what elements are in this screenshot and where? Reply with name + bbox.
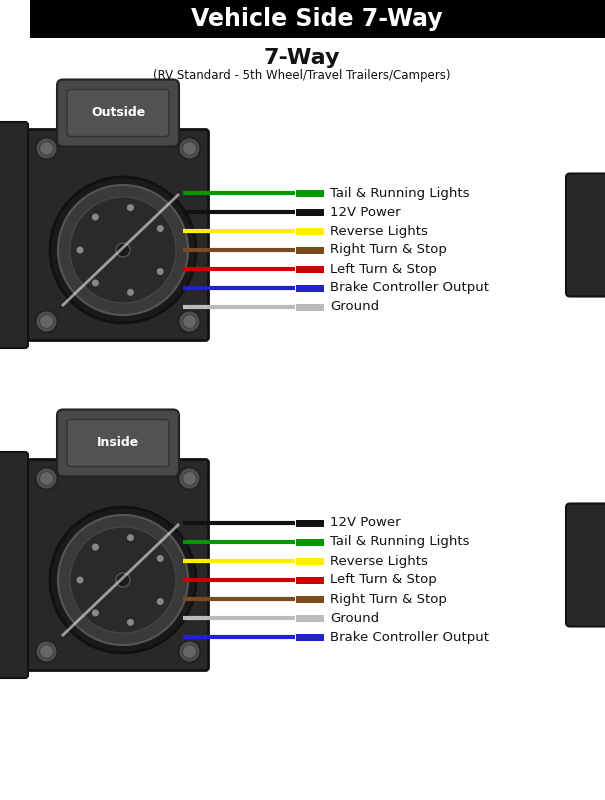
Circle shape — [183, 314, 197, 329]
Text: Right Turn & Stop: Right Turn & Stop — [330, 243, 447, 257]
Text: 12V Power: 12V Power — [330, 206, 401, 218]
FancyBboxPatch shape — [0, 452, 28, 678]
Circle shape — [76, 577, 83, 583]
Bar — [30, 0, 605, 38]
Circle shape — [92, 279, 99, 286]
Bar — [296, 558, 324, 565]
Text: Left Turn & Stop: Left Turn & Stop — [330, 262, 437, 275]
Bar — [296, 209, 324, 215]
Circle shape — [76, 246, 83, 254]
FancyBboxPatch shape — [67, 419, 169, 466]
Circle shape — [39, 142, 53, 155]
Bar — [296, 285, 324, 291]
Text: Vehicle Side 7-Way: Vehicle Side 7-Way — [191, 7, 443, 31]
Circle shape — [178, 310, 200, 333]
Bar — [296, 227, 324, 234]
FancyBboxPatch shape — [566, 174, 605, 297]
Text: Right Turn & Stop: Right Turn & Stop — [330, 593, 447, 606]
Circle shape — [127, 534, 134, 541]
Circle shape — [39, 314, 53, 329]
Bar — [296, 614, 324, 622]
FancyBboxPatch shape — [57, 410, 179, 477]
Circle shape — [127, 289, 134, 296]
Circle shape — [58, 515, 188, 645]
FancyBboxPatch shape — [566, 503, 605, 626]
Text: Inside: Inside — [97, 437, 139, 450]
Text: Tail & Running Lights: Tail & Running Lights — [330, 186, 469, 199]
Circle shape — [116, 573, 130, 587]
Circle shape — [36, 138, 57, 159]
Circle shape — [70, 197, 176, 303]
Circle shape — [116, 243, 130, 257]
Circle shape — [58, 185, 188, 315]
Circle shape — [178, 467, 200, 490]
FancyBboxPatch shape — [0, 122, 28, 348]
FancyBboxPatch shape — [67, 90, 169, 137]
Circle shape — [157, 268, 164, 275]
Circle shape — [183, 645, 197, 658]
Circle shape — [127, 619, 134, 626]
Circle shape — [36, 310, 57, 333]
Text: Outside: Outside — [91, 106, 145, 119]
Text: Ground: Ground — [330, 301, 379, 314]
Text: Tail & Running Lights: Tail & Running Lights — [330, 535, 469, 549]
Circle shape — [92, 214, 99, 221]
Bar — [296, 266, 324, 273]
FancyBboxPatch shape — [57, 79, 179, 146]
Bar — [296, 519, 324, 526]
FancyBboxPatch shape — [27, 130, 209, 341]
Text: Reverse Lights: Reverse Lights — [330, 554, 428, 567]
Bar — [296, 190, 324, 197]
Bar — [296, 538, 324, 546]
Bar — [296, 577, 324, 583]
Circle shape — [92, 543, 99, 550]
Circle shape — [39, 645, 53, 658]
Circle shape — [92, 610, 99, 617]
Circle shape — [157, 598, 164, 605]
Circle shape — [157, 555, 164, 562]
Circle shape — [50, 177, 196, 323]
Circle shape — [36, 467, 57, 490]
Circle shape — [183, 142, 197, 155]
Text: Reverse Lights: Reverse Lights — [330, 225, 428, 238]
Bar — [296, 595, 324, 602]
Text: Brake Controller Output: Brake Controller Output — [330, 630, 489, 643]
Bar — [296, 303, 324, 310]
Text: 7-Way: 7-Way — [264, 48, 340, 68]
Circle shape — [127, 204, 134, 211]
Text: 12V Power: 12V Power — [330, 517, 401, 530]
Bar — [296, 634, 324, 641]
Circle shape — [178, 138, 200, 159]
Circle shape — [183, 471, 197, 486]
Text: Left Turn & Stop: Left Turn & Stop — [330, 574, 437, 586]
Text: (RV Standard - 5th Wheel/Travel Trailers/Campers): (RV Standard - 5th Wheel/Travel Trailers… — [153, 69, 451, 82]
Text: Ground: Ground — [330, 611, 379, 625]
Bar — [296, 246, 324, 254]
Circle shape — [39, 471, 53, 486]
Text: Brake Controller Output: Brake Controller Output — [330, 282, 489, 294]
Circle shape — [178, 641, 200, 662]
Circle shape — [70, 527, 176, 633]
Circle shape — [36, 641, 57, 662]
FancyBboxPatch shape — [27, 459, 209, 670]
Circle shape — [157, 225, 164, 232]
Circle shape — [50, 507, 196, 653]
